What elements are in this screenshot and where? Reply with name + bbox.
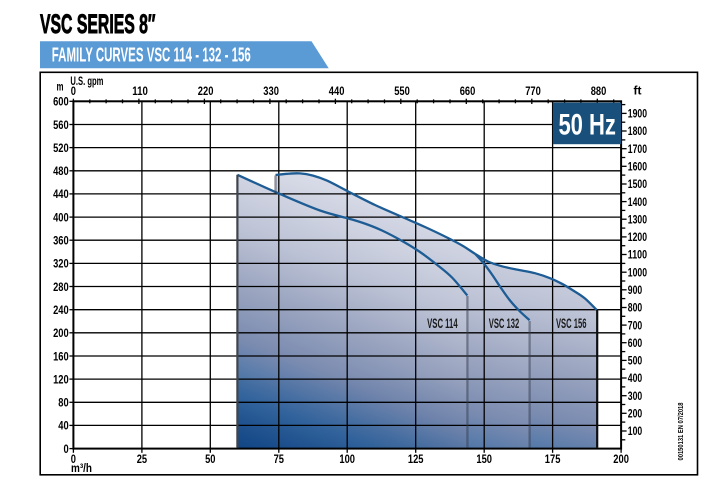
svg-text:U.S. gpm: U.S. gpm: [70, 76, 103, 88]
svg-text:1500: 1500: [628, 178, 647, 191]
svg-text:0: 0: [71, 453, 76, 466]
svg-text:VSC 132: VSC 132: [489, 316, 520, 331]
svg-text:160: 160: [53, 350, 69, 363]
svg-text:1700: 1700: [628, 143, 647, 156]
svg-text:560: 560: [53, 119, 69, 132]
svg-text:75: 75: [274, 453, 285, 466]
svg-text:1000: 1000: [628, 266, 647, 279]
svg-text:50: 50: [205, 453, 215, 466]
svg-text:440: 440: [329, 85, 345, 98]
svg-text:240: 240: [53, 304, 69, 317]
svg-text:1400: 1400: [628, 196, 647, 209]
svg-text:1900: 1900: [628, 108, 647, 121]
svg-text:550: 550: [394, 85, 410, 98]
svg-text:330: 330: [263, 85, 279, 98]
svg-text:1800: 1800: [628, 125, 647, 138]
svg-text:360: 360: [53, 235, 69, 248]
svg-text:700: 700: [628, 319, 642, 332]
svg-text:0: 0: [64, 443, 69, 456]
svg-text:VSC 156: VSC 156: [556, 316, 587, 331]
svg-text:300: 300: [628, 390, 642, 403]
svg-text:880: 880: [591, 85, 607, 98]
svg-text:770: 770: [525, 85, 541, 98]
svg-text:400: 400: [53, 211, 69, 224]
svg-text:150: 150: [476, 453, 492, 466]
svg-text:1200: 1200: [628, 231, 647, 244]
svg-text:ft: ft: [634, 85, 642, 97]
svg-text:1600: 1600: [628, 161, 647, 174]
svg-text:120: 120: [53, 373, 69, 386]
svg-text:200: 200: [628, 408, 642, 421]
svg-text:VSC SERIES 8″: VSC SERIES 8″: [40, 9, 156, 39]
svg-text:80: 80: [58, 397, 68, 410]
svg-text:200: 200: [613, 453, 629, 466]
svg-text:0: 0: [71, 85, 76, 98]
svg-text:600: 600: [53, 96, 69, 109]
svg-text:660: 660: [460, 85, 476, 98]
svg-text:100: 100: [339, 453, 355, 466]
svg-text:800: 800: [628, 302, 642, 315]
svg-text:100: 100: [628, 425, 642, 438]
svg-text:200: 200: [53, 327, 69, 340]
svg-text:400: 400: [628, 372, 642, 385]
svg-text:FAMILY CURVES VSC 114 - 132 -: FAMILY CURVES VSC 114 - 132 - 156: [52, 44, 251, 67]
svg-text:VSC 114: VSC 114: [427, 316, 458, 331]
svg-text:1300: 1300: [628, 213, 647, 226]
svg-text:220: 220: [198, 85, 214, 98]
svg-text:440: 440: [53, 188, 69, 201]
svg-text:320: 320: [53, 258, 69, 271]
svg-text:110: 110: [132, 85, 148, 98]
svg-text:40: 40: [58, 420, 68, 433]
svg-text:900: 900: [628, 284, 642, 297]
svg-text:1100: 1100: [628, 249, 647, 262]
svg-text:25: 25: [137, 453, 148, 466]
svg-text:m³/h: m³/h: [71, 461, 92, 475]
svg-text:280: 280: [53, 281, 69, 294]
svg-text:125: 125: [408, 453, 424, 466]
svg-text:m: m: [57, 82, 64, 94]
svg-text:480: 480: [53, 165, 69, 178]
svg-text:600: 600: [628, 337, 642, 350]
svg-text:00150131 EN 07/2018: 00150131 EN 07/2018: [676, 403, 685, 461]
svg-text:50 Hz: 50 Hz: [558, 109, 616, 142]
svg-text:175: 175: [545, 453, 561, 466]
svg-text:520: 520: [53, 142, 69, 155]
svg-text:500: 500: [628, 355, 642, 368]
